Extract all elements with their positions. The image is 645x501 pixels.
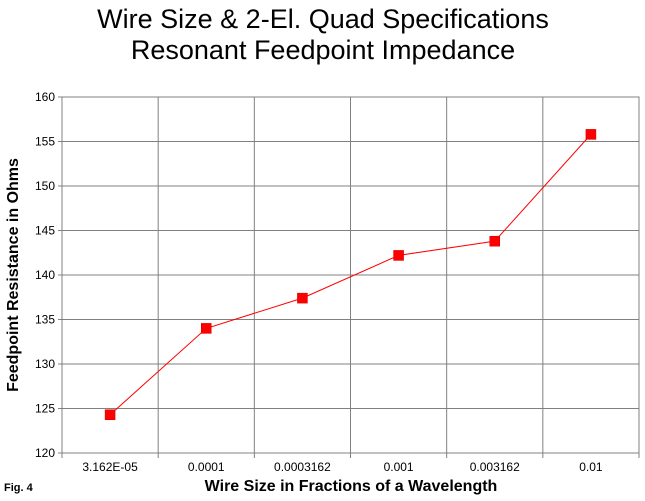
y-tick-label: 130 bbox=[35, 357, 55, 371]
chart-subtitle: Resonant Feedpoint Impedance bbox=[131, 35, 515, 65]
y-tick-label: 160 bbox=[35, 90, 55, 104]
y-axis-ticks: 120 125 130 135 140 145 150 155 160 bbox=[35, 90, 62, 460]
chart-title: Wire Size & 2-El. Quad Specifications bbox=[97, 4, 549, 34]
y-tick-label: 145 bbox=[35, 224, 55, 238]
data-point-marker bbox=[201, 323, 212, 334]
y-axis-label: Feedpoint Resistance in Ohms bbox=[5, 158, 22, 392]
x-axis-ticks: 3.162E-05 0.0001 0.0003162 0.001 0.003162 0.0… bbox=[61, 453, 640, 474]
series-line-path bbox=[109, 134, 592, 416]
x-tick-label: 0.01 bbox=[579, 460, 603, 474]
data-point-marker bbox=[489, 235, 500, 247]
data-point-marker bbox=[297, 292, 308, 304]
x-tick-label: 0.0001 bbox=[188, 460, 225, 474]
x-tick-label: 3.162E-05 bbox=[82, 460, 138, 474]
y-tick-label: 125 bbox=[35, 402, 55, 416]
x-axis-label: Wire Size in Fractions of a Wavelength bbox=[205, 478, 498, 495]
y-tick-label: 135 bbox=[35, 313, 55, 327]
data-point-marker bbox=[104, 409, 116, 420]
x-tick-label: 0.001 bbox=[384, 460, 414, 474]
y-tick-label: 150 bbox=[35, 179, 55, 193]
x-tick-label: 0.003162 bbox=[470, 460, 520, 474]
figure-label: Fig. 4 bbox=[4, 482, 34, 494]
series-line bbox=[109, 134, 592, 416]
y-tick-label: 120 bbox=[35, 446, 55, 460]
data-point-marker bbox=[585, 129, 597, 140]
series-markers bbox=[104, 129, 597, 420]
y-tick-label: 155 bbox=[35, 135, 55, 149]
data-point-marker bbox=[393, 250, 404, 261]
y-tick-label: 140 bbox=[35, 268, 55, 282]
x-tick-label: 0.0003162 bbox=[274, 460, 331, 474]
